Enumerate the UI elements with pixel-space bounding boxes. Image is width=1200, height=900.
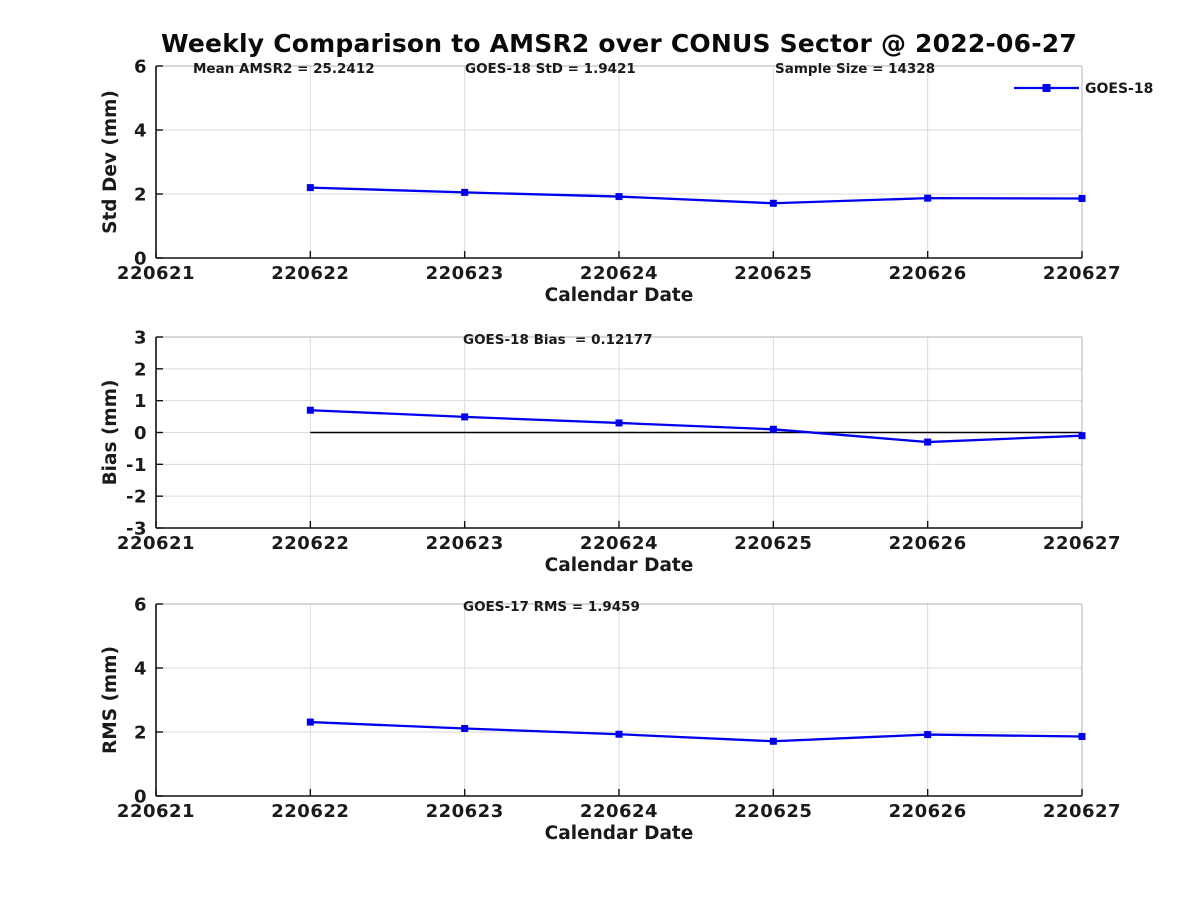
data-point-marker xyxy=(924,731,932,739)
rms-chart: 220621 220622 220623 220624 220625 220626 2206… xyxy=(100,595,1121,845)
data-point-marker xyxy=(769,737,777,745)
y-tick-label: 2 xyxy=(134,359,147,380)
data-point-marker xyxy=(1078,732,1086,740)
data-line xyxy=(310,186,1083,205)
y-tick-label: -3 xyxy=(126,519,147,540)
y-axis-label: Std Dev (mm) xyxy=(100,90,121,234)
data-point-marker xyxy=(615,730,623,738)
goes18-bias-annotation: GOES-18 Bias = 0.12177 xyxy=(463,332,653,348)
data-point-marker xyxy=(306,406,314,414)
x-tick-label: 220621 xyxy=(117,263,195,284)
y-tick-label: 4 xyxy=(134,121,147,142)
x-tick-label: 220621 xyxy=(117,801,195,822)
data-point-marker xyxy=(924,194,932,202)
y-axis-label: Bias (mm) xyxy=(100,380,121,486)
y-tick-label: 0 xyxy=(134,423,147,444)
data-line xyxy=(310,720,1083,743)
data-point-marker xyxy=(924,438,932,446)
x-tick-label: 220627 xyxy=(1043,263,1121,284)
legend: GOES-18 xyxy=(1014,81,1153,97)
y-tick-label: 2 xyxy=(134,185,147,206)
data-point-marker xyxy=(1078,432,1086,440)
y-tick-label: 2 xyxy=(134,723,147,744)
x-tick-label: 220626 xyxy=(889,533,967,554)
y-tick-label: 3 xyxy=(134,328,147,349)
legend-marker xyxy=(1042,84,1051,92)
data-point-marker xyxy=(461,724,469,732)
data-point-marker xyxy=(306,718,314,726)
y-tick-label: 4 xyxy=(134,659,147,680)
y-axis-label: RMS (mm) xyxy=(100,646,121,754)
goes17-rms-annotation: GOES-17 RMS = 1.9459 xyxy=(463,599,640,615)
y-tick-label: 6 xyxy=(134,57,147,78)
x-tick-label: 220622 xyxy=(271,801,349,822)
data-line xyxy=(310,409,1083,444)
x-tick-label: 220627 xyxy=(1043,533,1121,554)
x-tick-label: 220622 xyxy=(271,533,349,554)
x-axis-label: Calendar Date xyxy=(545,285,694,306)
y-tick-label: 0 xyxy=(134,249,147,270)
std-dev-chart: 220621 220622 220623 220624 220625 220626 2206… xyxy=(100,57,1153,307)
x-tick-label: 220626 xyxy=(889,263,967,284)
x-tick-label: 220624 xyxy=(580,263,658,284)
legend-label: GOES-18 xyxy=(1085,81,1153,97)
x-tick-label: 220624 xyxy=(580,801,658,822)
x-axis-label: Calendar Date xyxy=(545,555,694,576)
data-point-marker xyxy=(769,425,777,433)
x-tick-label: 220626 xyxy=(889,801,967,822)
x-axis-label: Calendar Date xyxy=(545,823,694,844)
x-tick-label: 220627 xyxy=(1043,801,1121,822)
y-tick-label: -1 xyxy=(126,455,147,476)
data-point-marker xyxy=(769,199,777,207)
data-point-marker xyxy=(461,413,469,421)
data-point-marker xyxy=(461,188,469,196)
x-tick-label: 220623 xyxy=(426,533,504,554)
data-point-marker xyxy=(306,184,314,192)
data-point-marker xyxy=(1078,194,1086,202)
x-tick-label: 220623 xyxy=(426,801,504,822)
x-tick-label: 220621 xyxy=(117,533,195,554)
mean-amsr2-annotation: Mean AMSR2 = 25.2412 xyxy=(193,61,375,77)
sample-size-annotation: Sample Size = 14328 xyxy=(775,61,935,77)
goes18-std-annotation: GOES-18 StD = 1.9421 xyxy=(465,61,636,77)
y-tick-label: 0 xyxy=(134,787,147,808)
y-tick-label: -2 xyxy=(126,487,147,508)
data-point-marker xyxy=(615,193,623,201)
chart-title: Weekly Comparison to AMSR2 over CONUS Se… xyxy=(161,29,1077,58)
x-tick-label: 220625 xyxy=(734,533,812,554)
x-tick-label: 220625 xyxy=(734,263,812,284)
x-tick-label: 220622 xyxy=(271,263,349,284)
x-tick-label: 220625 xyxy=(734,801,812,822)
y-tick-label: 6 xyxy=(134,595,147,616)
data-point-marker xyxy=(615,419,623,427)
y-tick-label: 1 xyxy=(134,391,147,412)
x-tick-label: 220623 xyxy=(426,263,504,284)
x-tick-label: 220624 xyxy=(580,533,658,554)
bias-chart: 220621 220622 220623 220624 220625 220626 2206… xyxy=(100,328,1121,577)
